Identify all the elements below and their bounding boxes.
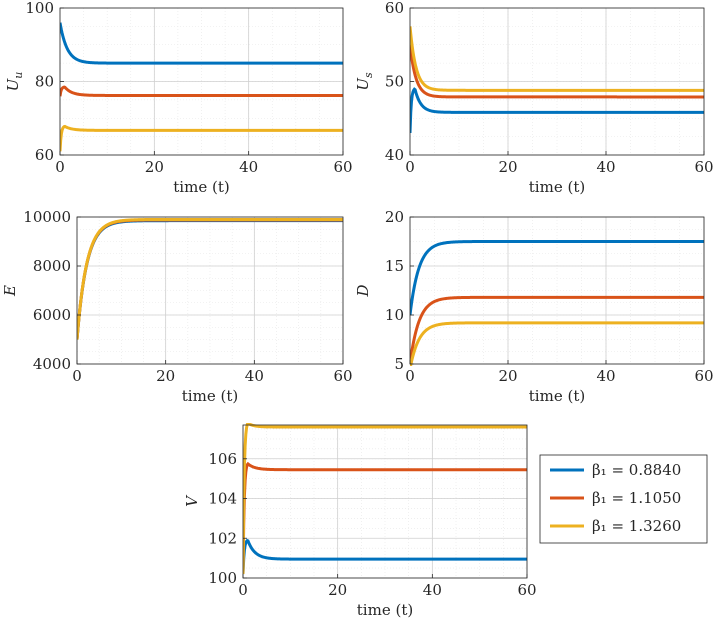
x-tick-label: 40 — [245, 367, 264, 385]
chart-d: 0 20 40 60 5 10 15 20 time (t) D — [354, 208, 714, 405]
series-line-2 — [77, 218, 343, 340]
series-line-3 — [243, 423, 527, 575]
chart-uu: 0 20 40 60 60 80 100 time (t) Uu — [4, 0, 353, 196]
y-tick-label: 5 — [394, 355, 404, 373]
series-line-2 — [243, 461, 527, 575]
x-tick-label: 0 — [72, 367, 82, 385]
y-tick-label: 104 — [208, 490, 237, 508]
chart-us: 0 20 40 60 40 50 60 time (t) Us — [354, 0, 714, 196]
series-line-2 — [410, 295, 704, 365]
legend: β₁ = 0.8840 β₁ = 1.1050 β₁ = 1.3260 — [539, 454, 708, 544]
y-axis-label: V — [183, 494, 201, 507]
series-line-3 — [77, 217, 343, 340]
y-tick-label: 102 — [208, 529, 237, 547]
axes-box — [242, 424, 528, 579]
y-tick-label: 40 — [385, 146, 404, 164]
series-line-3 — [60, 124, 343, 152]
x-tick-label: 60 — [333, 367, 352, 385]
x-tick-label: 60 — [694, 367, 713, 385]
x-tick-label: 40 — [596, 367, 615, 385]
x-tick-label: 20 — [156, 367, 175, 385]
x-tick-label: 60 — [517, 581, 536, 599]
y-tick-label: 100 — [208, 569, 237, 587]
x-axis-label: time (t) — [529, 178, 585, 196]
y-tick-label: 60 — [385, 0, 404, 17]
series-line-3 — [410, 321, 704, 366]
y-tick-label: 100 — [25, 0, 54, 17]
series-line-2 — [60, 85, 343, 97]
y-tick-label: 60 — [35, 146, 54, 164]
x-tick-label: 20 — [145, 158, 164, 176]
series-line-2 — [410, 44, 704, 99]
y-tick-label: 106 — [208, 450, 237, 468]
y-tick-label: 50 — [385, 73, 404, 91]
y-axis-label: Us — [354, 72, 375, 91]
legend-entry-1: β₁ = 0.8840 — [592, 461, 681, 479]
y-tick-label: 20 — [385, 208, 404, 226]
axes-box — [409, 216, 705, 365]
y-tick-label: 10000 — [23, 208, 71, 226]
series-line-1 — [60, 22, 343, 65]
x-axis-label: time (t) — [182, 387, 238, 405]
y-axis-label: D — [354, 284, 372, 297]
y-tick-label: 15 — [385, 257, 404, 275]
x-tick-label: 0 — [55, 158, 65, 176]
series-line-1 — [410, 240, 704, 316]
x-axis-label: time (t) — [529, 387, 585, 405]
x-tick-label: 40 — [239, 158, 258, 176]
x-tick-label: 0 — [405, 367, 415, 385]
x-tick-label: 60 — [333, 158, 352, 176]
series-line-1 — [410, 87, 704, 134]
y-tick-label: 10 — [385, 306, 404, 324]
x-tick-label: 0 — [405, 158, 415, 176]
x-axis-label: time (t) — [357, 601, 413, 619]
legend-entry-3: β₁ = 1.3260 — [592, 517, 681, 535]
x-axis-label: time (t) — [173, 178, 229, 196]
x-tick-label: 20 — [328, 581, 347, 599]
chart-v: 0 20 40 60 100 102 104 106 time (t) V — [183, 423, 537, 619]
y-axis-label: E — [1, 285, 19, 297]
x-tick-label: 20 — [498, 158, 517, 176]
x-tick-label: 20 — [498, 367, 517, 385]
y-tick-label: 6000 — [33, 306, 71, 324]
x-tick-label: 0 — [238, 581, 248, 599]
series-line-1 — [243, 538, 527, 575]
x-tick-label: 60 — [694, 158, 713, 176]
y-tick-label: 8000 — [33, 257, 71, 275]
legend-entry-2: β₁ = 1.1050 — [592, 489, 681, 507]
y-axis-label: Uu — [4, 72, 25, 92]
y-tick-label: 80 — [35, 73, 54, 91]
x-tick-label: 40 — [596, 158, 615, 176]
series-line-3 — [410, 26, 704, 92]
chart-e: 0 20 40 60 4000 6000 8000 10000 time (t) E — [1, 208, 353, 405]
y-tick-label: 4000 — [33, 355, 71, 373]
axes-box — [76, 216, 344, 365]
x-tick-label: 40 — [423, 581, 442, 599]
